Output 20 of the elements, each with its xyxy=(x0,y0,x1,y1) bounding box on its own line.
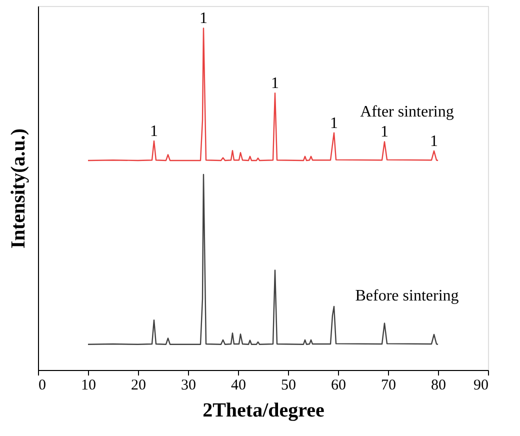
x-axis-title: 2Theta/degree xyxy=(202,400,325,422)
x-tick-label: 20 xyxy=(131,378,146,394)
x-tick-label: 50 xyxy=(281,378,296,394)
x-tick-label: 60 xyxy=(331,378,346,394)
series-label: Before sintering xyxy=(355,287,459,304)
annotation: 1 xyxy=(380,124,388,141)
x-tick-label: 30 xyxy=(181,378,196,394)
annotation: 1 xyxy=(330,114,338,132)
x-tick-label: 0 xyxy=(38,378,46,394)
annotation: 1 xyxy=(271,75,279,92)
annotation: 1 xyxy=(430,132,438,150)
annotation: 1 xyxy=(200,10,208,28)
x-tick-label: 90 xyxy=(474,378,488,394)
y-axis-title: Intensity(a.u.) xyxy=(8,128,30,249)
annotation: 1 xyxy=(150,123,158,140)
series-label: After sintering xyxy=(360,103,454,120)
x-tick-label: 80 xyxy=(431,378,446,394)
x-tick-label: 40 xyxy=(231,378,246,394)
x-tick-label: 70 xyxy=(381,378,396,394)
x-tick-label: 10 xyxy=(81,378,96,394)
